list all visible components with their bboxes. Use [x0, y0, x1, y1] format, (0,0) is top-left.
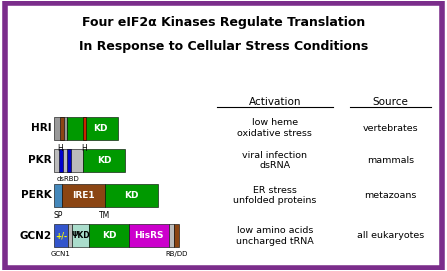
Text: ER stress
unfolded proteins: ER stress unfolded proteins [233, 186, 316, 205]
Text: metazoans: metazoans [364, 191, 417, 200]
Text: SP: SP [54, 211, 63, 220]
Text: KD: KD [102, 231, 116, 240]
Text: all eukaryotes: all eukaryotes [357, 231, 424, 240]
Text: IRE1: IRE1 [72, 191, 95, 200]
Text: Activation: Activation [249, 97, 301, 107]
FancyBboxPatch shape [173, 224, 179, 247]
FancyBboxPatch shape [83, 117, 86, 140]
FancyBboxPatch shape [60, 117, 63, 140]
Text: GCN2: GCN2 [20, 231, 52, 241]
FancyBboxPatch shape [62, 184, 105, 207]
Text: dsRBD: dsRBD [57, 176, 80, 182]
Text: PERK: PERK [21, 191, 52, 201]
FancyBboxPatch shape [54, 184, 62, 207]
Text: mammals: mammals [367, 156, 414, 165]
Text: viral infection
dsRNA: viral infection dsRNA [242, 151, 307, 170]
Text: Source: Source [373, 97, 409, 107]
Text: +/-: +/- [55, 231, 67, 240]
FancyBboxPatch shape [67, 117, 118, 140]
Text: RB/DD: RB/DD [165, 251, 187, 257]
Text: low heme
oxidative stress: low heme oxidative stress [237, 118, 312, 138]
Text: PKR: PKR [28, 156, 52, 165]
Text: Four eIF2α Kinases Regulate Translation: Four eIF2α Kinases Regulate Translation [82, 16, 365, 29]
FancyBboxPatch shape [83, 149, 126, 172]
Text: HisRS: HisRS [135, 231, 164, 240]
Text: vertebrates: vertebrates [363, 124, 418, 133]
FancyBboxPatch shape [72, 224, 89, 247]
FancyBboxPatch shape [5, 4, 442, 267]
FancyBboxPatch shape [67, 224, 72, 247]
FancyBboxPatch shape [67, 149, 71, 172]
Text: H: H [82, 144, 87, 153]
Text: low amino acids
uncharged tRNA: low amino acids uncharged tRNA [236, 226, 314, 246]
FancyBboxPatch shape [129, 224, 169, 247]
Text: In Response to Cellular Stress Conditions: In Response to Cellular Stress Condition… [79, 40, 368, 53]
FancyBboxPatch shape [54, 149, 83, 172]
FancyBboxPatch shape [54, 224, 67, 247]
FancyBboxPatch shape [59, 149, 63, 172]
FancyBboxPatch shape [169, 224, 173, 247]
Text: GCN1: GCN1 [51, 251, 71, 257]
FancyBboxPatch shape [54, 117, 67, 140]
Text: KD: KD [93, 124, 107, 133]
FancyBboxPatch shape [105, 184, 158, 207]
Text: H: H [58, 144, 63, 153]
Text: ΨKD: ΨKD [71, 231, 90, 240]
FancyBboxPatch shape [89, 224, 129, 247]
Text: KD: KD [97, 156, 112, 165]
Text: KD: KD [124, 191, 139, 200]
Text: HRI: HRI [31, 123, 52, 133]
Text: TM: TM [99, 211, 110, 220]
